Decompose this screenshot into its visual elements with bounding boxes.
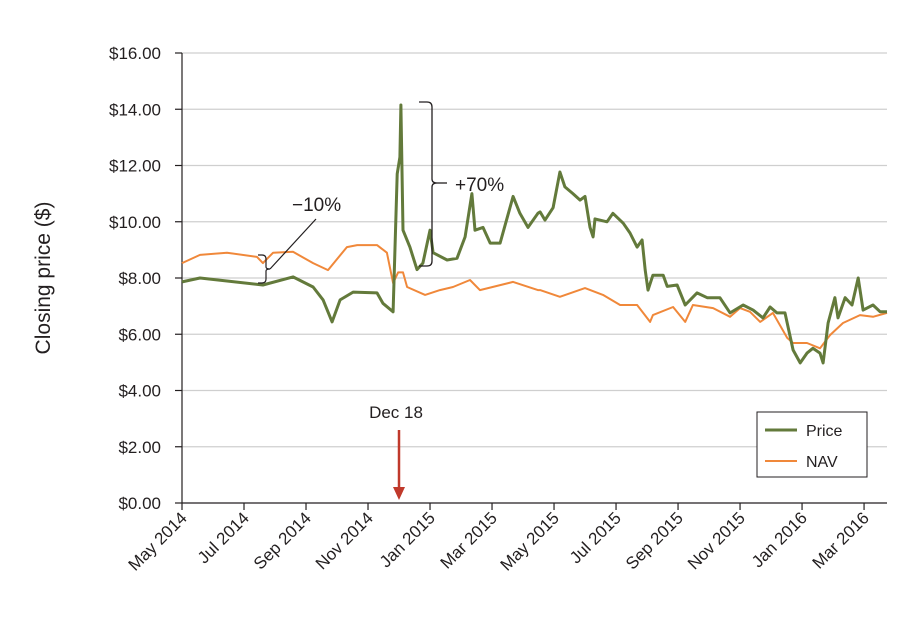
legend-label-nav: NAV [806, 454, 838, 471]
y-tick-label: $14.00 [109, 100, 161, 119]
x-tick-label: May 2014 [125, 508, 191, 574]
y-tick-label: $16.00 [109, 44, 161, 63]
legend-label-price: Price [806, 423, 843, 440]
discount-label: −10% [292, 195, 341, 216]
y-tick-label: $8.00 [118, 269, 161, 288]
series-line-nav [181, 244, 888, 350]
gridlines [182, 52, 887, 448]
x-tick-label: Jan 2016 [748, 508, 811, 571]
x-tick-label: Nov 2015 [684, 508, 749, 573]
legend-box [756, 411, 868, 478]
x-tick-label: Mar 2016 [809, 508, 873, 572]
y-tick-label: $4.00 [118, 382, 161, 401]
x-tick-label: Sep 2014 [250, 508, 315, 573]
premium-annotation: +70% [419, 101, 504, 267]
x-tick-label: Mar 2015 [437, 508, 501, 572]
y-axis-title: Closing price ($) [32, 202, 55, 355]
x-tick-label: Jul 2014 [194, 508, 253, 567]
x-tick-label: Jan 2015 [376, 508, 439, 571]
x-tick-label: Nov 2014 [312, 508, 377, 573]
x-tick-label: Sep 2015 [622, 508, 687, 573]
y-axis-ticks: $0.00 $2.00 $4.00 $6.00 $8.00 $10.00 $12.00 $14… [109, 44, 182, 513]
event-annotation: Dec 18 [369, 403, 423, 500]
y-tick-label: $0.00 [118, 494, 161, 513]
premium-label: +70% [455, 175, 504, 196]
series-line-price [181, 103, 887, 365]
y-tick-label: $6.00 [118, 325, 161, 344]
y-tick-label: $12.00 [109, 157, 161, 176]
x-tick-label: May 2015 [497, 508, 563, 574]
legend: Price NAV [756, 411, 868, 478]
discount-annotation: −10% [258, 195, 341, 284]
series-lines [181, 103, 888, 365]
event-label: Dec 18 [369, 403, 423, 422]
discount-leader-line [269, 218, 317, 270]
y-tick-label: $2.00 [118, 438, 161, 457]
y-tick-label: $10.00 [109, 213, 161, 232]
x-tick-label: Jul 2015 [566, 508, 625, 567]
event-arrow-head [393, 487, 405, 500]
